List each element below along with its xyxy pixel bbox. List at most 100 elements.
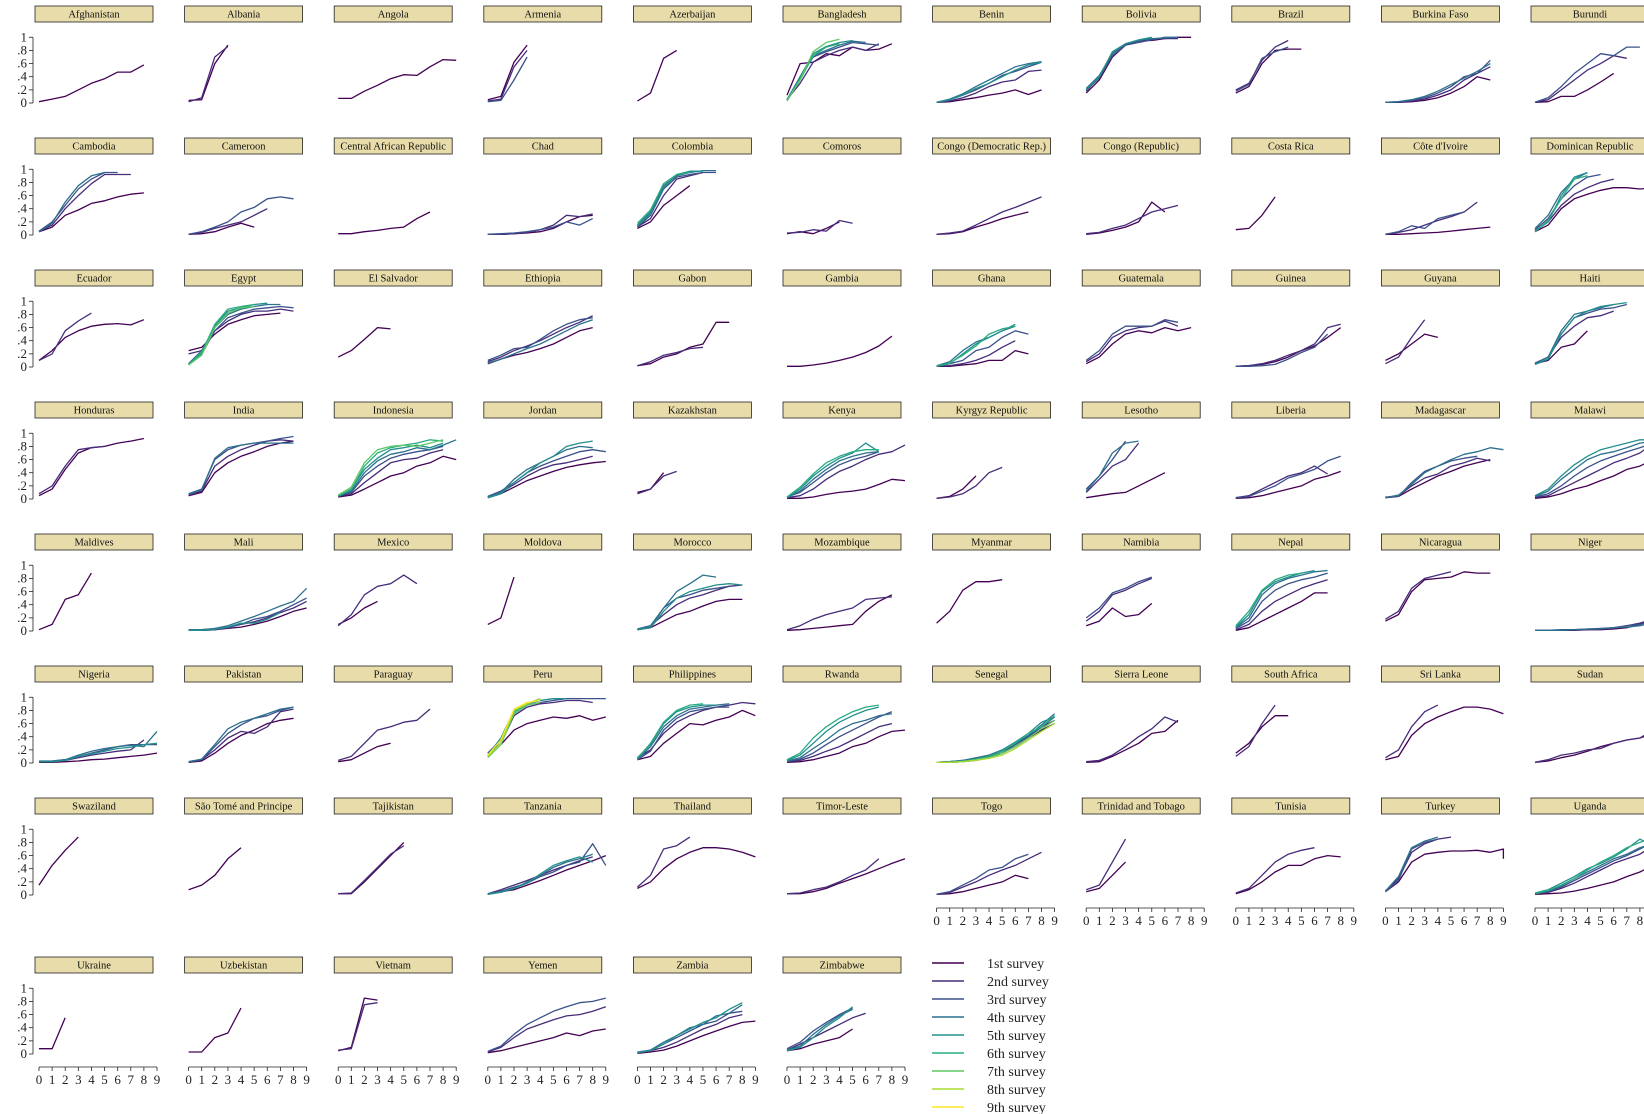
series-line	[637, 574, 717, 630]
y-tick-label: .2	[17, 874, 27, 889]
series-line	[786, 1008, 853, 1051]
series-line	[1385, 571, 1452, 620]
panel: Indonesia	[333, 401, 457, 498]
series-line	[936, 69, 1042, 103]
panel-strip	[633, 269, 752, 287]
y-tick-label: .8	[17, 438, 27, 453]
panel: Sudan	[1530, 665, 1644, 763]
panel: Angola	[333, 5, 457, 100]
panel-strip	[184, 137, 304, 155]
panel: Azerbaijan	[633, 5, 752, 102]
panel-strip	[932, 401, 1051, 419]
series-line	[38, 319, 145, 361]
series-line	[1534, 301, 1627, 366]
series-line	[786, 43, 880, 101]
panel-title: Uzbekistan	[220, 961, 268, 972]
series-line	[487, 315, 593, 363]
series-line	[637, 470, 677, 495]
legend-label: 4th survey	[987, 1011, 1046, 1026]
series-line	[637, 1013, 743, 1054]
panel: Haiti	[1530, 269, 1644, 366]
panel-strip	[1081, 533, 1201, 551]
series-line	[1534, 840, 1644, 895]
x-tick-label: 7	[1175, 913, 1182, 928]
series-line	[1086, 201, 1166, 235]
panel-title: Namibia	[1123, 538, 1159, 549]
x-tick-label: 5	[1597, 913, 1604, 928]
panel-strip	[34, 665, 154, 683]
panel: Brazil	[1231, 5, 1351, 94]
x-tick-label: 1	[348, 1072, 355, 1087]
panel: Madagascar	[1381, 401, 1504, 499]
series-line	[786, 704, 879, 761]
panel-strip	[1381, 269, 1500, 287]
series-line	[337, 326, 391, 358]
legend-label: 3rd survey	[987, 993, 1047, 1008]
panel-title: Moldova	[524, 538, 562, 549]
panel: Namibia	[1081, 533, 1201, 627]
panel: Yemen 0 1 2 3 4 5 6 7 8 9	[483, 956, 610, 1087]
panel-title: Pakistan	[226, 670, 262, 681]
panel-title: Brazil	[1278, 10, 1304, 21]
panel-strip	[34, 956, 154, 974]
legend-label: 8th survey	[987, 1083, 1046, 1098]
x-tick-label: 1	[1246, 913, 1253, 928]
panel-title: Haiti	[1580, 274, 1601, 285]
panel-strip	[483, 137, 603, 155]
x-tick-label: 5	[700, 1072, 707, 1087]
panel-title: Jordan	[529, 406, 558, 417]
panel-title: Peru	[533, 670, 553, 681]
x-tick-label: 9	[603, 1072, 610, 1087]
series-line	[188, 45, 229, 103]
x-tick-label: 7	[1474, 913, 1481, 928]
panel: Tanzania	[483, 797, 607, 895]
x-tick-label: 2	[361, 1072, 368, 1087]
panel-title: Maldives	[74, 538, 113, 549]
y-tick-label: .8	[17, 42, 27, 57]
series-line	[487, 697, 541, 757]
series-line	[637, 1004, 743, 1053]
x-tick-label: 5	[1298, 913, 1305, 928]
series-line	[1235, 579, 1328, 631]
panel: Liberia	[1231, 401, 1351, 499]
series-line	[338, 841, 405, 895]
series-line	[487, 1028, 606, 1054]
panel-title: Kenya	[828, 406, 856, 417]
series-line	[936, 60, 1042, 103]
series-line	[337, 439, 444, 496]
panel-strip	[34, 797, 154, 815]
series-line	[1235, 470, 1341, 499]
series-line	[188, 717, 294, 763]
series-line	[637, 185, 691, 229]
y-tick-label: 0	[21, 227, 28, 242]
panel-title: Ghana	[978, 274, 1006, 285]
series-line	[188, 708, 294, 763]
series-line	[1085, 37, 1178, 92]
panel-title: Benin	[979, 10, 1005, 21]
series-line	[786, 43, 893, 96]
series-line	[1235, 572, 1302, 627]
x-tick-label: 7	[427, 1072, 434, 1087]
panel-strip	[333, 137, 453, 155]
series-line	[188, 44, 229, 102]
x-tick-label: 6	[1012, 913, 1019, 928]
x-tick-label: 0	[36, 1072, 43, 1087]
series-line	[1385, 76, 1491, 103]
panel: Côte d'Ivoire	[1381, 137, 1500, 235]
series-line	[1085, 576, 1153, 619]
series-line	[487, 701, 541, 759]
series-line	[1385, 59, 1491, 103]
series-line	[1534, 55, 1627, 103]
series-line	[637, 346, 704, 367]
panel: Mozambique	[782, 533, 902, 631]
x-tick-label: 0	[634, 1072, 641, 1087]
series-line	[337, 600, 378, 625]
x-tick-label: 3	[673, 1072, 680, 1087]
series-line	[1534, 734, 1644, 763]
series-line	[936, 196, 1042, 235]
panel: Burkina Faso	[1381, 5, 1500, 103]
panel-strip	[1231, 401, 1351, 419]
x-tick-label: 6	[264, 1072, 271, 1087]
series-line	[1235, 592, 1328, 631]
series-line	[337, 574, 418, 627]
